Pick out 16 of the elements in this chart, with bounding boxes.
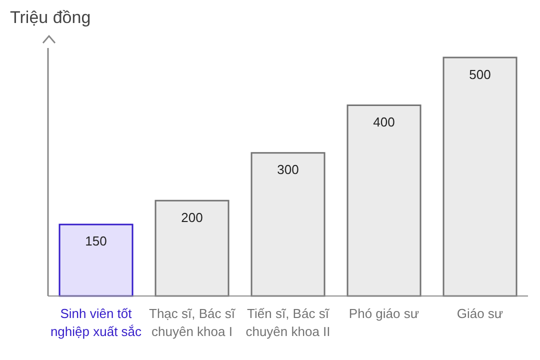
x-tick-label: Tiến sĩ, Bác sĩ chuyên khoa II — [246, 306, 330, 339]
x-tick-label: Giáo sư — [456, 306, 504, 321]
data-label: 150 — [85, 234, 107, 249]
data-label: 400 — [373, 114, 395, 130]
x-tick-label: Thạc sĩ, Bác sĩ chuyên khoa I — [149, 306, 236, 339]
y-axis-title: Triệu đồng — [10, 8, 91, 28]
bar — [58, 224, 134, 297]
data-label: 500 — [469, 66, 491, 82]
x-tick-label: Sinh viên tốt nghiệp xuất sắc — [50, 306, 142, 339]
data-label: 200 — [181, 210, 203, 225]
bar — [154, 200, 230, 297]
bar — [442, 56, 518, 297]
x-tick-label: Phó giáo sư — [348, 306, 420, 321]
bar — [250, 152, 326, 297]
bar — [346, 104, 422, 297]
data-label: 300 — [277, 162, 299, 178]
